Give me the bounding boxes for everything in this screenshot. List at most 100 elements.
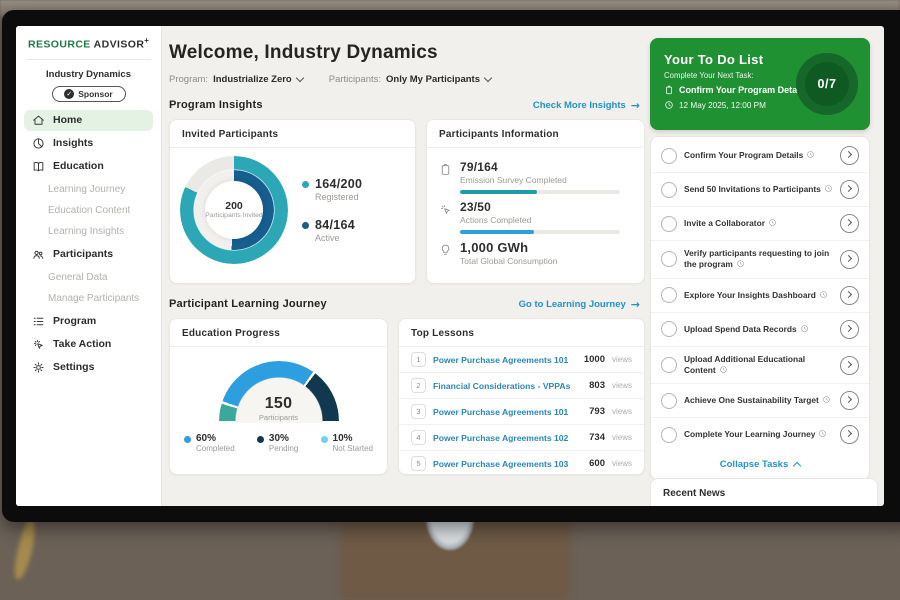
registered-legend: 164/200 Registered [302, 177, 362, 202]
chevron-down-icon [484, 74, 492, 82]
sidebar-item-settings[interactable]: Settings [24, 357, 153, 378]
recent-news-card: Recent News [650, 478, 878, 506]
sidebar-item-education-content[interactable]: Education Content [24, 200, 153, 221]
participants-filter-label: Participants: [329, 74, 381, 85]
clock-icon [768, 218, 777, 227]
rank-badge: 2 [411, 378, 426, 393]
chevron-right-icon[interactable] [840, 250, 859, 269]
task-row[interactable]: Upload Additional Educational Content [651, 347, 869, 385]
check-more-insights-link[interactable]: Check More Insights → [533, 100, 640, 111]
clipboard-icon [664, 85, 674, 95]
clock-icon [800, 324, 809, 333]
sidebar-item-label: Home [53, 114, 82, 126]
app-logo: RESOURCE ADVISOR+ [16, 26, 161, 59]
task-checkbox[interactable] [661, 148, 677, 164]
todo-tasks-card: Confirm Your Program Details Send 50 Inv… [650, 136, 870, 480]
program-filter-value: Industrialize Zero [213, 74, 292, 85]
chevron-right-icon[interactable] [840, 320, 859, 339]
chevron-right-icon[interactable] [840, 286, 859, 305]
page-title: Welcome, Industry Dynamics [169, 42, 648, 64]
completed-legend: 60% Completed [184, 433, 235, 453]
program-filter-label: Program: [169, 74, 208, 85]
main-content: Welcome, Industry Dynamics Program: Indu… [161, 26, 648, 506]
task-row[interactable]: Upload Spend Data Records [651, 313, 869, 347]
sidebar-item-label: Program [53, 315, 96, 327]
sidebar-item-program[interactable]: Program [24, 311, 153, 332]
legend-dot-completed [184, 436, 191, 443]
lesson-row: 5 Power Purchase Agreements 103 600 view… [399, 451, 644, 476]
task-checkbox[interactable] [661, 287, 677, 303]
lesson-row: 1 Power Purchase Agreements 101 1000 vie… [399, 347, 644, 373]
education-progress-card: Education Progress 150 Participants 60% … [169, 318, 388, 475]
clock-icon [819, 290, 828, 299]
lesson-link[interactable]: Power Purchase Agreements 102 [433, 433, 582, 443]
education-gauge-chart: 150 Participants [219, 361, 339, 423]
chevron-right-icon[interactable] [840, 425, 859, 444]
chevron-down-icon [295, 74, 303, 82]
insights-icon [32, 137, 45, 150]
sidebar-item-take-action[interactable]: Take Action [24, 334, 153, 355]
filter-bar: Program: Industrialize Zero Participants… [169, 74, 648, 85]
lesson-row: 3 Power Purchase Agreements 101 793 view… [399, 399, 644, 425]
actions-completed-stat: 23/50 Actions Completed [439, 200, 632, 234]
sidebar-item-insights[interactable]: Insights [24, 133, 153, 154]
task-checkbox[interactable] [661, 357, 677, 373]
participants-filter[interactable]: Participants: Only My Participants [329, 74, 491, 85]
legend-dot-not-started [321, 436, 328, 443]
task-row[interactable]: Send 50 Invitations to Participants [651, 173, 869, 207]
sidebar-item-manage-participants[interactable]: Manage Participants [24, 288, 153, 309]
card-title: Top Lessons [399, 319, 644, 347]
home-icon [32, 114, 45, 127]
logo-plus: + [144, 36, 149, 45]
task-row[interactable]: Complete Your Learning Journey [651, 418, 869, 451]
lesson-link[interactable]: Financial Considerations - VPPAs [433, 381, 582, 391]
go-to-learning-journey-link[interactable]: Go to Learning Journey → [519, 299, 640, 310]
task-row[interactable]: Verify participants requesting to join t… [651, 241, 869, 279]
card-title: Invited Participants [170, 120, 415, 148]
task-checkbox[interactable] [661, 393, 677, 409]
sidebar-item-label: Take Action [53, 338, 111, 350]
task-checkbox[interactable] [661, 427, 677, 443]
sidebar-item-learning-journey[interactable]: Learning Journey [24, 179, 153, 200]
not-started-legend: 10% Not Started [321, 433, 373, 453]
lesson-link[interactable]: Power Purchase Agreements 103 [433, 459, 582, 469]
clock-icon [719, 365, 728, 374]
task-row[interactable]: Confirm Your Program Details [651, 139, 869, 173]
logo-resource: RESOURCE [28, 39, 91, 51]
logo-advisor: ADVISOR [94, 39, 145, 51]
gauge-legend: 60% Completed 30% Pending 10% Not Starte… [170, 423, 387, 453]
lesson-link[interactable]: Power Purchase Agreements 101 [433, 355, 577, 365]
gear-icon [32, 361, 45, 374]
progress-bar [460, 190, 620, 194]
sidebar-item-participants[interactable]: Participants [24, 244, 153, 265]
task-row[interactable]: Achieve One Sustainability Target [651, 384, 869, 418]
top-lessons-card: Top Lessons 1 Power Purchase Agreements … [398, 318, 645, 475]
task-checkbox[interactable] [661, 182, 677, 198]
task-row[interactable]: Explore Your Insights Dashboard [651, 279, 869, 313]
program-insights-header: Program Insights Check More Insights → [169, 99, 640, 111]
task-row[interactable]: Invite a Collaborator [651, 207, 869, 241]
collapse-tasks-link[interactable]: Collapse Tasks [651, 451, 869, 477]
chevron-right-icon[interactable] [840, 214, 859, 233]
sidebar-nav: Home Insights Education Learning Journey… [16, 110, 161, 378]
sidebar-item-label: Insights [53, 137, 93, 149]
bulb-icon [439, 243, 452, 256]
chevron-right-icon[interactable] [840, 391, 859, 410]
list-icon [32, 315, 45, 328]
lesson-link[interactable]: Power Purchase Agreements 101 [433, 407, 582, 417]
task-checkbox[interactable] [661, 321, 677, 337]
sidebar-item-general-data[interactable]: General Data [24, 267, 153, 288]
rank-badge: 5 [411, 456, 426, 471]
task-checkbox[interactable] [661, 216, 677, 232]
sponsor-badge: ✓ Sponsor [52, 86, 126, 102]
program-filter[interactable]: Program: Industrialize Zero [169, 74, 303, 85]
chevron-right-icon[interactable] [840, 180, 859, 199]
chevron-right-icon[interactable] [840, 356, 859, 375]
sidebar-item-home[interactable]: Home [24, 110, 153, 131]
task-checkbox[interactable] [661, 251, 677, 267]
sidebar-item-label: Settings [53, 361, 94, 373]
sidebar-item-education[interactable]: Education [24, 156, 153, 177]
chevron-right-icon[interactable] [840, 146, 859, 165]
sidebar-item-learning-insights[interactable]: Learning Insights [24, 221, 153, 242]
sponsor-label: Sponsor [78, 89, 112, 99]
